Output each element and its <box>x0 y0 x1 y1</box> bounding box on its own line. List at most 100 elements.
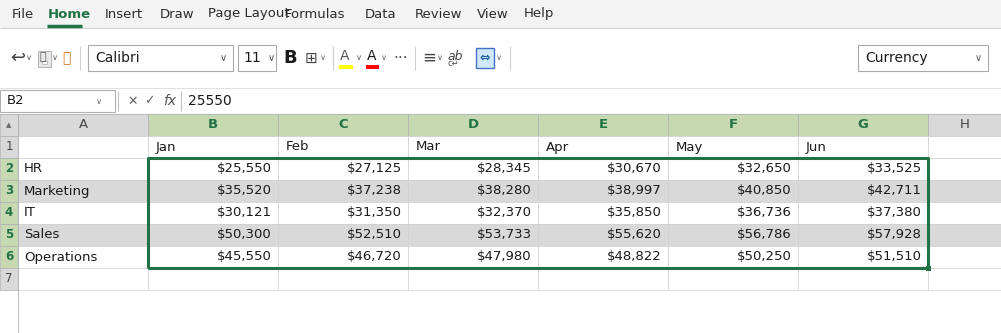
Bar <box>88 45 233 71</box>
Text: Home: Home <box>48 8 91 21</box>
Text: ∨: ∨ <box>381 54 387 63</box>
Bar <box>0 28 1001 88</box>
Bar <box>798 268 928 290</box>
Text: ∨: ∨ <box>268 53 275 63</box>
Text: Jun: Jun <box>806 141 827 154</box>
Bar <box>0 180 18 202</box>
Bar <box>18 268 148 290</box>
Text: $30,121: $30,121 <box>217 206 272 219</box>
Text: $38,997: $38,997 <box>608 184 662 197</box>
Bar <box>42 61 47 64</box>
Bar <box>408 158 538 180</box>
Bar <box>798 136 928 158</box>
Text: 🖌: 🖌 <box>62 51 70 65</box>
Bar <box>0 90 115 112</box>
Bar <box>668 246 798 268</box>
Bar <box>0 114 18 136</box>
Text: $37,238: $37,238 <box>347 184 402 197</box>
Text: Apr: Apr <box>546 141 570 154</box>
Text: ⊞: ⊞ <box>305 51 317 66</box>
Text: ∨: ∨ <box>356 54 362 63</box>
Bar <box>0 268 18 290</box>
Bar <box>538 136 668 158</box>
Text: ✓: ✓ <box>144 95 154 108</box>
Bar <box>408 114 538 136</box>
Bar <box>858 45 988 71</box>
Text: $55,620: $55,620 <box>608 228 662 241</box>
Text: View: View <box>477 8 509 21</box>
Text: ∨: ∨ <box>320 54 326 63</box>
Bar <box>18 246 148 268</box>
Bar <box>278 180 408 202</box>
Text: $56,786: $56,786 <box>738 228 792 241</box>
Bar <box>0 158 18 180</box>
Bar <box>928 246 1001 268</box>
Bar <box>0 114 1001 333</box>
Text: $36,736: $36,736 <box>737 206 792 219</box>
Text: Mar: Mar <box>416 141 441 154</box>
Bar <box>408 180 538 202</box>
Text: A: A <box>367 49 376 63</box>
Bar <box>278 136 408 158</box>
Text: Currency: Currency <box>865 51 928 65</box>
Text: $50,300: $50,300 <box>217 228 272 241</box>
Bar <box>928 202 1001 224</box>
Bar <box>0 224 18 246</box>
Text: A: A <box>78 119 87 132</box>
Text: c↵: c↵ <box>447 59 458 68</box>
Text: Help: Help <box>524 8 555 21</box>
Text: Formulas: Formulas <box>285 8 345 21</box>
Bar <box>278 246 408 268</box>
Text: $47,980: $47,980 <box>477 250 532 263</box>
Bar <box>148 158 278 180</box>
Text: Draw: Draw <box>160 8 194 21</box>
Text: 🗐: 🗐 <box>39 52 46 62</box>
Text: ∨: ∨ <box>437 54 443 63</box>
Bar <box>238 45 276 71</box>
Bar <box>18 114 148 136</box>
Bar <box>18 224 148 246</box>
Bar <box>668 268 798 290</box>
Bar <box>928 114 1001 136</box>
Text: Operations: Operations <box>24 250 97 263</box>
Bar <box>0 0 1001 28</box>
Bar <box>0 202 18 224</box>
Bar <box>798 224 928 246</box>
Text: ∨: ∨ <box>52 54 58 63</box>
Text: $35,520: $35,520 <box>217 184 272 197</box>
Text: ∨: ∨ <box>220 53 227 63</box>
Bar <box>476 48 494 68</box>
Bar <box>408 224 538 246</box>
Text: $28,345: $28,345 <box>477 163 532 175</box>
Bar <box>408 268 538 290</box>
Bar <box>538 224 668 246</box>
Bar <box>538 114 668 136</box>
Text: $25,550: $25,550 <box>217 163 272 175</box>
Text: D: D <box>467 119 478 132</box>
Text: $48,822: $48,822 <box>608 250 662 263</box>
Bar <box>798 202 928 224</box>
Text: $38,280: $38,280 <box>477 184 532 197</box>
Bar <box>408 246 538 268</box>
Bar <box>0 88 1001 114</box>
Bar <box>366 65 379 69</box>
Text: F: F <box>729 119 738 132</box>
Text: $33,525: $33,525 <box>867 163 922 175</box>
Bar <box>278 224 408 246</box>
Bar <box>0 290 1001 333</box>
Text: ∨: ∨ <box>96 97 102 106</box>
Text: $42,711: $42,711 <box>867 184 922 197</box>
Text: ···: ··· <box>393 51 407 66</box>
Bar <box>278 202 408 224</box>
Bar <box>538 180 668 202</box>
Text: ⇔: ⇔ <box>479 52 489 65</box>
Text: $51,510: $51,510 <box>867 250 922 263</box>
Bar <box>928 268 1001 290</box>
Text: IT: IT <box>24 206 36 219</box>
Text: ab: ab <box>447 51 462 64</box>
Text: ✕: ✕ <box>127 95 137 108</box>
Text: ↩: ↩ <box>10 49 25 67</box>
Bar <box>538 158 668 180</box>
Text: $32,650: $32,650 <box>737 163 792 175</box>
Bar <box>798 158 928 180</box>
